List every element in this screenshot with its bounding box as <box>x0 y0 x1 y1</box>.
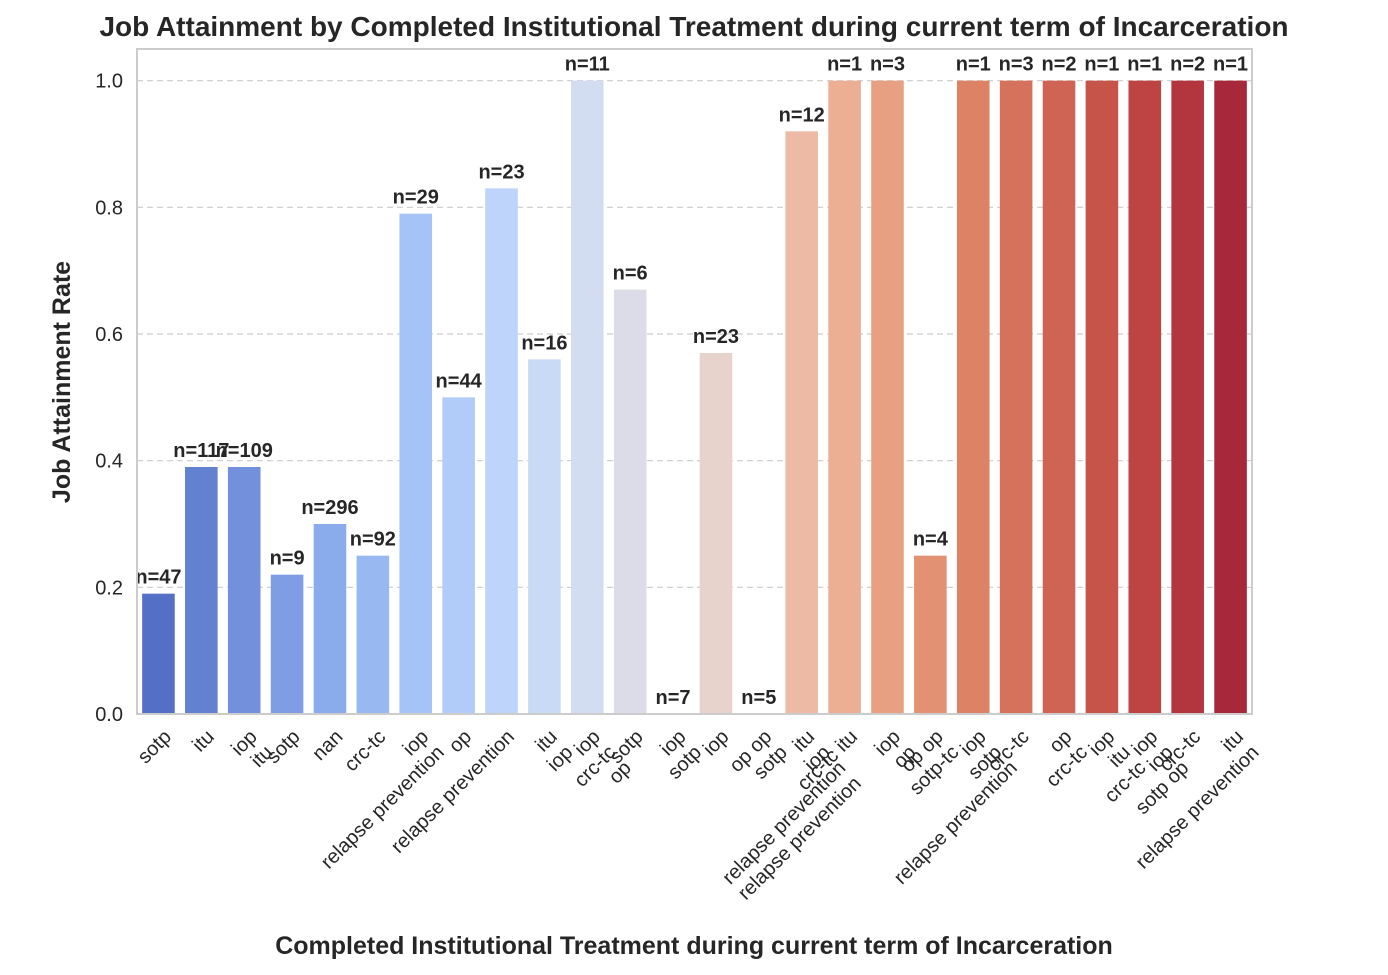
bar <box>185 467 218 714</box>
y-tick-label: 0.0 <box>95 704 123 726</box>
x-tick-text: crc-tc <box>340 726 390 776</box>
x-tick-line: crc-tc <box>340 726 390 776</box>
bar <box>227 467 261 714</box>
x-axis-label: Completed Institutional Treatment during… <box>275 932 1113 960</box>
bar-count-label: n=1 <box>956 54 991 76</box>
bar <box>1128 80 1162 714</box>
bar-count-label: n=7 <box>656 687 691 709</box>
bar-count-label: n=109 <box>216 440 273 462</box>
bar-count-label: n=3 <box>870 54 905 76</box>
bar <box>1042 80 1076 714</box>
bar-count-label: n=296 <box>301 497 358 519</box>
bar-count-label: n=2 <box>1170 54 1205 76</box>
bar-count-label: n=11 <box>565 54 610 76</box>
x-tick-label: opcrc-tc <box>1026 726 1092 792</box>
bar <box>142 593 175 714</box>
bar-count-label: n=44 <box>436 370 483 392</box>
bar <box>914 555 947 714</box>
plot-frame <box>136 48 1253 715</box>
x-tick-line: relapse prevention <box>890 757 1022 889</box>
bar-count-label: n=1 <box>1213 54 1248 76</box>
bar <box>699 353 733 714</box>
bar-count-label: n=5 <box>741 687 776 709</box>
x-tick-label: op <box>445 726 476 757</box>
bar-count-label: n=2 <box>1042 54 1077 76</box>
bar <box>1171 80 1204 714</box>
bar-count-label: n=12 <box>779 104 825 126</box>
bar <box>356 555 390 714</box>
bar <box>442 397 475 714</box>
bar-count-label: n=9 <box>270 548 305 570</box>
x-tick-text: op <box>445 726 476 757</box>
x-tick-text: op opsotp-tc <box>890 726 964 800</box>
bar <box>871 80 904 714</box>
y-tick-label: 0.2 <box>95 577 123 599</box>
bar <box>828 80 861 714</box>
bar <box>1214 80 1247 714</box>
y-tick-label: 0.4 <box>95 451 123 473</box>
chart-title: Job Attainment by Completed Institutiona… <box>99 11 1288 42</box>
bar-count-label: n=47 <box>135 567 181 589</box>
bar <box>1085 80 1119 714</box>
bar-count-label: n=1 <box>827 54 862 76</box>
x-tick-label: ituiop <box>527 726 577 776</box>
bar <box>399 213 433 714</box>
x-tick-text: iopsotp <box>648 726 706 784</box>
bar <box>999 80 1033 714</box>
bar-count-label: n=1 <box>1084 54 1119 76</box>
x-tick-line: sotp <box>134 726 176 768</box>
bar <box>570 80 604 714</box>
y-tick-label: 1.0 <box>95 71 123 93</box>
bar-count-label: n=92 <box>350 529 396 551</box>
bar-count-label: n=3 <box>999 54 1034 76</box>
bar-count-label: n=16 <box>521 332 567 354</box>
x-tick-label: op opsotp-tc <box>890 726 964 800</box>
x-tick-label: itu <box>188 726 218 756</box>
bar-count-label: n=23 <box>693 326 739 348</box>
x-tick-line: op <box>445 726 476 757</box>
x-tick-label: iopsotp <box>648 726 706 784</box>
x-tick-label: sotp <box>134 726 176 768</box>
bar-count-label: n=1 <box>1127 54 1162 76</box>
bar-count-label: n=6 <box>613 263 648 285</box>
bar <box>485 188 518 715</box>
x-tick-text: ituiop <box>527 726 577 776</box>
bar-count-label: n=117 <box>173 440 229 462</box>
x-tick-label: op opsotp <box>725 726 792 793</box>
y-tick-label: 0.8 <box>95 197 123 219</box>
bars-layer <box>142 80 1247 715</box>
bar <box>528 359 561 714</box>
bar-count-label: n=29 <box>393 187 439 209</box>
bar <box>956 80 990 714</box>
bar-count-label: n=4 <box>913 529 949 551</box>
bar <box>270 574 304 714</box>
bar <box>785 131 819 715</box>
bar-count-label: n=23 <box>478 161 524 183</box>
bar <box>313 524 347 714</box>
x-tick-line: itu <box>188 726 218 756</box>
y-axis-label: Job Attainment Rate <box>48 261 76 503</box>
x-tick-text: op opsotp <box>725 726 792 793</box>
y-tick-label: 0.6 <box>95 324 123 346</box>
x-tick-label: crc-tc <box>340 726 390 776</box>
x-tick-text: opcrc-tc <box>1026 726 1092 792</box>
y-ticks-layer: 0.0 0.2 0.4 0.6 0.8 1.0 <box>95 71 123 726</box>
x-tick-text: sotp <box>134 726 176 768</box>
x-tick-text: itu <box>188 726 218 756</box>
bar <box>613 289 647 714</box>
